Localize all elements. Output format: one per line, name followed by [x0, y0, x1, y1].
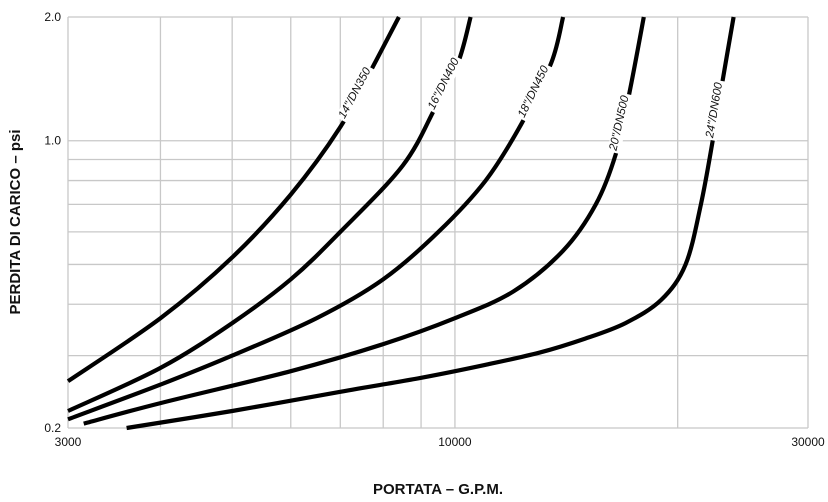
y-axis-title: PERDITA DI CARICO – psi — [7, 129, 24, 314]
series-label: 18"/DN450 — [516, 64, 552, 120]
label-background — [515, 62, 554, 122]
series-line — [67, 16, 473, 413]
y-tick-label: 1.0 — [44, 134, 61, 148]
label-background — [425, 54, 464, 114]
tick-labels: 3000 10000 30000 0.2 1.0 2.0 — [44, 10, 825, 449]
series-label: 24"/DN600 — [704, 81, 725, 140]
series-line — [67, 16, 566, 422]
label-background — [335, 64, 376, 124]
label-background — [607, 92, 633, 154]
y-tick-label: 2.0 — [44, 10, 61, 24]
curves — [66, 16, 736, 431]
x-tick-label: 10000 — [438, 435, 472, 449]
series-line — [66, 16, 401, 383]
x-tick-label: 30000 — [791, 435, 825, 449]
series-label: 16"/DN400 — [426, 56, 462, 112]
series-label: 20"/DN500 — [607, 94, 631, 153]
y-tick-label: 0.2 — [44, 421, 61, 435]
x-axis-title: PORTATA – G.P.M. — [373, 481, 503, 498]
series-label: 14"/DN350 — [337, 65, 374, 120]
x-tick-label: 3000 — [55, 435, 82, 449]
curve-labels: 14"/DN350 16"/DN400 18"/DN450 20"/DN500 24"/… — [335, 54, 727, 154]
label-background — [703, 79, 727, 141]
series-line — [126, 16, 736, 431]
